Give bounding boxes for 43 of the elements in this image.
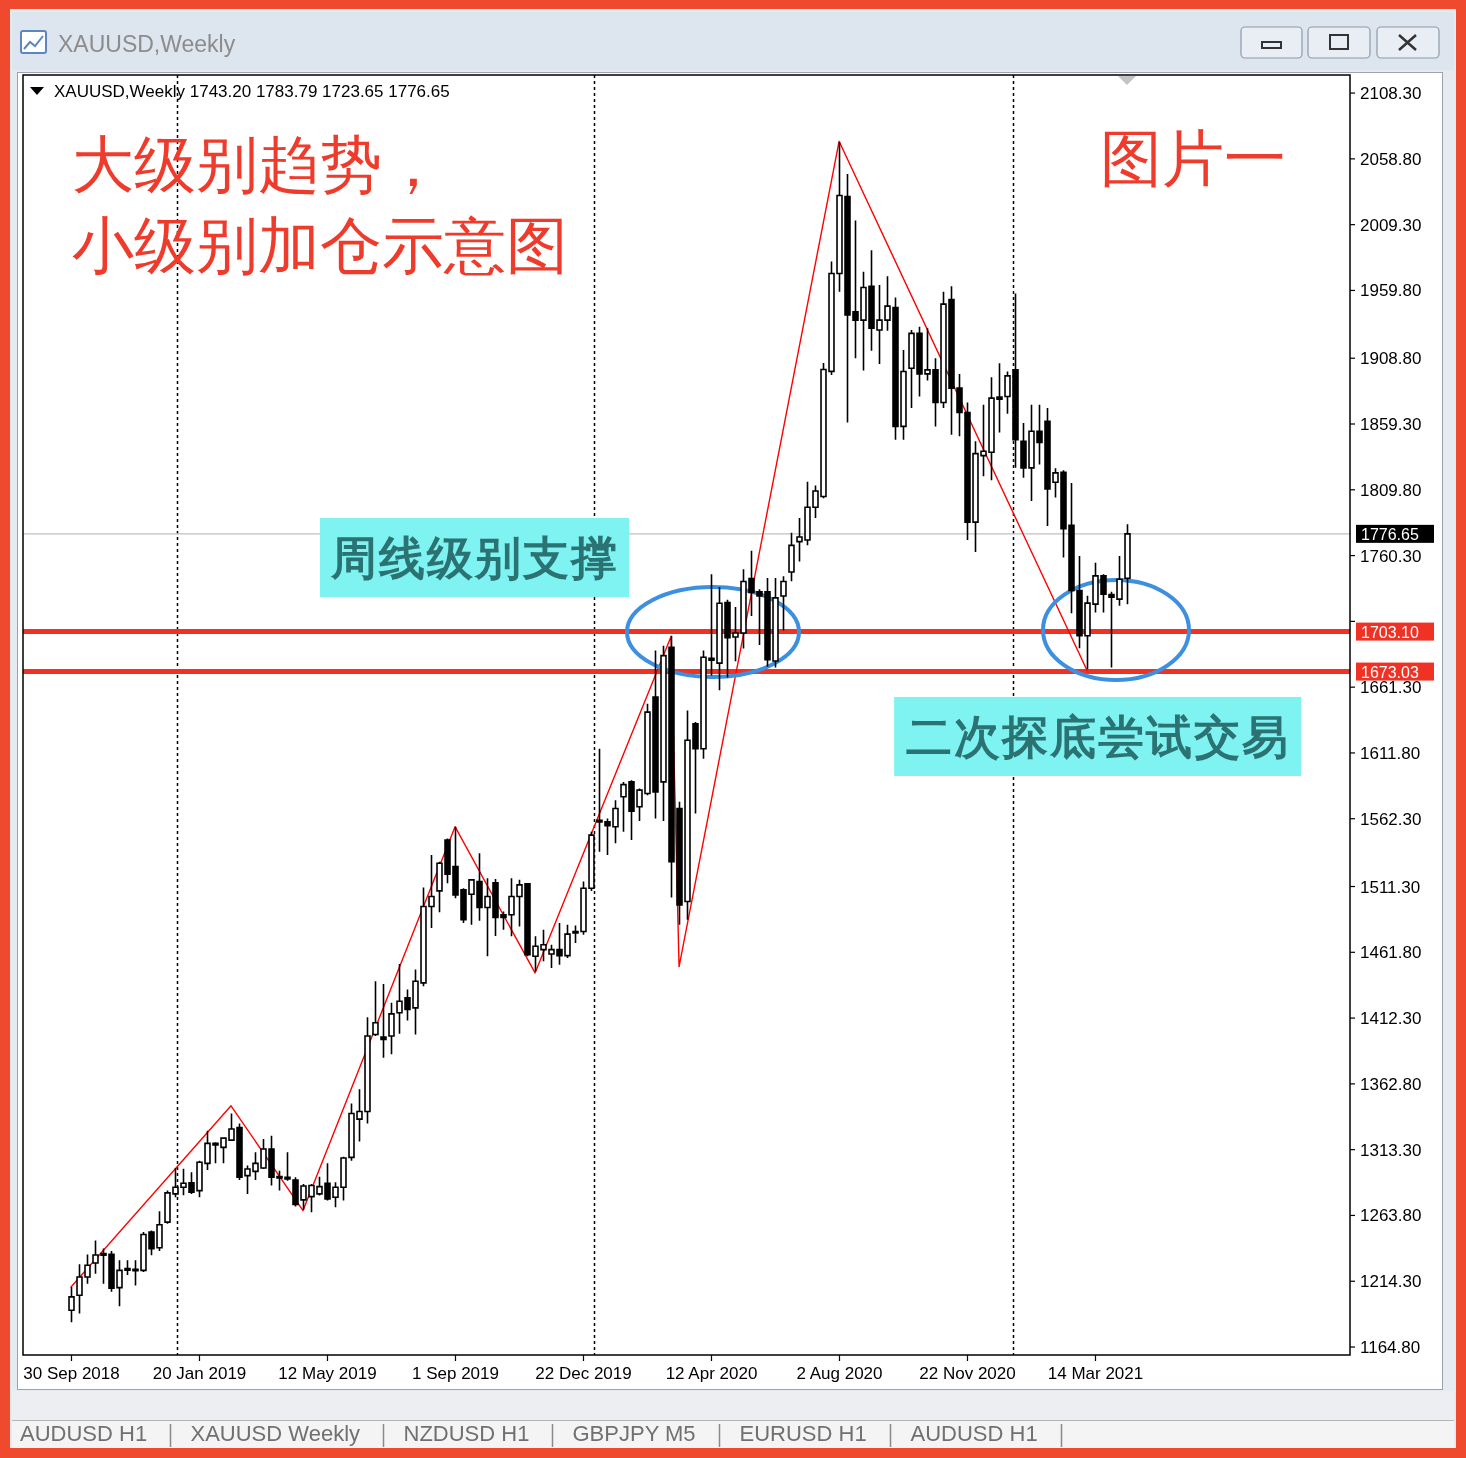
annotation: 二次探底尝试交易 [905,711,1290,764]
text: GBPJPY M5 [572,1421,696,1446]
y-tick-label: 1908.80 [1360,349,1422,369]
annotation: 周线级别支撑 [329,532,619,585]
y-tick-label: 1859.30 [1360,415,1422,435]
x-tick-label: 12 May 2019 [278,1364,377,1383]
x-tick-label: 22 Dec 2019 [535,1364,632,1383]
text: AUDUSD H1 [910,1421,1038,1446]
y-tick-label: 1461.80 [1360,943,1422,963]
y-tick-label: 1412.30 [1360,1009,1422,1029]
y-tick-label: 1263.80 [1360,1206,1422,1226]
y-tick-label: 1611.80 [1360,743,1421,763]
x-tick-label: 14 Mar 2021 [1047,1364,1144,1383]
text: EURUSD H1 [739,1421,867,1446]
text: 大级别趋势，小级别加仓示意图 [72,130,568,280]
ref-line-label: 1673.03 [1361,663,1419,681]
ref-line-label: 1703.10 [1361,623,1419,641]
y-tick-label: 1313.30 [1360,1140,1422,1160]
y-tick-label: 1562.30 [1360,809,1422,829]
x-tick-label: 2 Aug 2020 [796,1364,883,1383]
x-tick-label: 20 Jan 2019 [152,1364,247,1383]
y-tick-label: 2108.30 [1360,84,1422,104]
text: XAUUSD,Weekly [58,31,236,57]
x-tick-label: 22 Nov 2020 [919,1364,1016,1383]
annotation: XAUUSD,Weekly 1743.20 1783.79 1723.65 1776.65 [54,82,450,101]
y-tick-label: 2009.30 [1360,215,1422,235]
text: XAUUSD Weekly [190,1421,361,1446]
y-tick-label: 1214.30 [1360,1272,1422,1292]
text: NZDUSD H1 [403,1421,530,1446]
text: AUDUSD H1 [20,1421,148,1446]
y-tick-label: 1164.80 [1360,1338,1421,1358]
x-tick-label: 1 Sep 2019 [412,1364,499,1383]
y-tick-label: 1809.80 [1360,480,1422,500]
y-tick-label: 1362.80 [1360,1074,1422,1094]
text: 图片一 [1100,122,1286,195]
y-tick-label: 1661.30 [1360,678,1422,698]
x-tick-label: 12 Apr 2020 [665,1364,758,1383]
ref-line-label: 1776.65 [1361,525,1419,543]
y-tick-label: 1959.80 [1360,281,1422,301]
y-tick-label: 2058.80 [1360,149,1422,169]
x-tick-label: 30 Sep 2018 [23,1364,120,1383]
y-tick-label: 1511.30 [1360,877,1421,897]
y-tick-label: 1760.30 [1360,546,1422,566]
